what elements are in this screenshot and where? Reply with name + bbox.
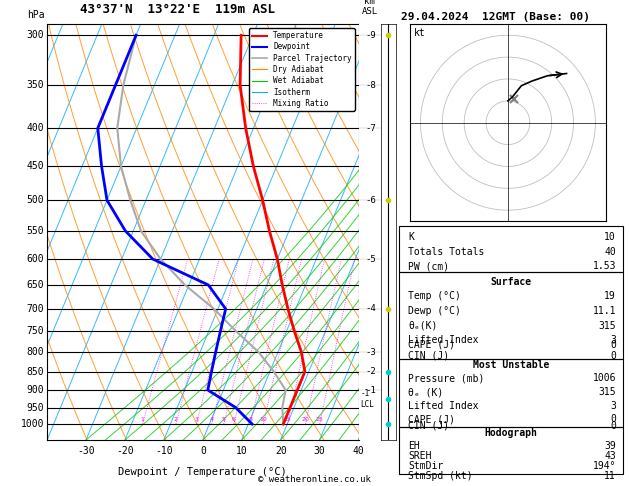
Text: 1: 1 xyxy=(141,417,145,422)
Text: θₑ(K): θₑ(K) xyxy=(408,321,438,330)
Text: Mixing Ratio (g/kg): Mixing Ratio (g/kg) xyxy=(387,185,396,279)
Text: -20: -20 xyxy=(116,446,134,456)
Text: -5: -5 xyxy=(365,255,376,263)
Text: 950: 950 xyxy=(26,402,44,413)
Text: -8: -8 xyxy=(365,81,376,89)
Text: Dewp (°C): Dewp (°C) xyxy=(408,306,461,316)
Text: EH: EH xyxy=(408,441,420,451)
Text: Pressure (mb): Pressure (mb) xyxy=(408,373,485,383)
Text: 900: 900 xyxy=(26,385,44,395)
Text: PW (cm): PW (cm) xyxy=(408,261,450,271)
Text: CAPE (J): CAPE (J) xyxy=(408,340,455,350)
Text: 800: 800 xyxy=(26,347,44,357)
Text: 5: 5 xyxy=(222,417,226,422)
Text: 650: 650 xyxy=(26,280,44,290)
Text: -7: -7 xyxy=(365,123,376,133)
Text: 30: 30 xyxy=(314,446,325,456)
Text: 700: 700 xyxy=(26,304,44,314)
Text: 29.04.2024  12GMT (Base: 00): 29.04.2024 12GMT (Base: 00) xyxy=(401,12,590,22)
Text: StmSpd (kt): StmSpd (kt) xyxy=(408,471,473,481)
Text: -4: -4 xyxy=(365,304,376,313)
Text: 400: 400 xyxy=(26,123,44,133)
Text: 750: 750 xyxy=(26,326,44,336)
Text: CIN (J): CIN (J) xyxy=(408,351,450,361)
Text: Totals Totals: Totals Totals xyxy=(408,247,485,257)
Text: -3: -3 xyxy=(365,347,376,357)
Text: 3: 3 xyxy=(610,400,616,411)
Text: 11.1: 11.1 xyxy=(593,306,616,316)
Text: 850: 850 xyxy=(26,366,44,377)
Text: 25: 25 xyxy=(316,417,324,422)
Text: 8: 8 xyxy=(248,417,252,422)
Text: 350: 350 xyxy=(26,80,44,90)
Text: 0: 0 xyxy=(610,351,616,361)
Text: 3: 3 xyxy=(610,335,616,345)
Text: 2: 2 xyxy=(174,417,178,422)
Text: CAPE (J): CAPE (J) xyxy=(408,415,455,424)
Text: 10: 10 xyxy=(604,232,616,242)
Text: Dewpoint / Temperature (°C): Dewpoint / Temperature (°C) xyxy=(118,467,287,477)
Text: 0: 0 xyxy=(610,420,616,431)
Text: -10: -10 xyxy=(155,446,173,456)
Text: 0: 0 xyxy=(610,340,616,350)
Text: 39: 39 xyxy=(604,441,616,451)
Text: 4: 4 xyxy=(209,417,214,422)
Text: 19: 19 xyxy=(604,292,616,301)
Text: -30: -30 xyxy=(77,446,95,456)
Text: 315: 315 xyxy=(598,387,616,397)
Text: 20: 20 xyxy=(302,417,309,422)
Legend: Temperature, Dewpoint, Parcel Trajectory, Dry Adiabat, Wet Adiabat, Isotherm, Mi: Temperature, Dewpoint, Parcel Trajectory… xyxy=(248,28,355,111)
Text: Most Unstable: Most Unstable xyxy=(473,360,549,370)
Text: 600: 600 xyxy=(26,254,44,264)
Text: -1
LCL: -1 LCL xyxy=(361,389,375,409)
Text: -9: -9 xyxy=(365,31,376,40)
Text: km
ASL: km ASL xyxy=(362,0,377,16)
Text: 1000: 1000 xyxy=(21,419,44,429)
Bar xyxy=(399,272,623,359)
Text: 20: 20 xyxy=(275,446,287,456)
Text: 43°37'N  13°22'E  119m ASL: 43°37'N 13°22'E 119m ASL xyxy=(81,3,276,16)
Text: SREH: SREH xyxy=(408,451,432,462)
Text: 0: 0 xyxy=(200,446,206,456)
Text: 15: 15 xyxy=(284,417,291,422)
Text: 1006: 1006 xyxy=(593,373,616,383)
Text: StmDir: StmDir xyxy=(408,461,443,470)
Text: 43: 43 xyxy=(604,451,616,462)
Text: Surface: Surface xyxy=(491,277,532,287)
Text: Temp (°C): Temp (°C) xyxy=(408,292,461,301)
Text: CIN (J): CIN (J) xyxy=(408,420,450,431)
Text: 3: 3 xyxy=(194,417,199,422)
Text: 300: 300 xyxy=(26,30,44,40)
Text: hPa: hPa xyxy=(27,10,45,20)
Text: 40: 40 xyxy=(604,247,616,257)
Text: Hodograph: Hodograph xyxy=(484,429,538,438)
Text: 11: 11 xyxy=(604,471,616,481)
Text: Lifted Index: Lifted Index xyxy=(408,335,479,345)
Text: 10: 10 xyxy=(259,417,267,422)
Text: 1.53: 1.53 xyxy=(593,261,616,271)
Bar xyxy=(399,427,623,474)
Text: θₑ (K): θₑ (K) xyxy=(408,387,443,397)
Text: 450: 450 xyxy=(26,161,44,171)
Text: -2: -2 xyxy=(365,367,376,376)
Text: 194°: 194° xyxy=(593,461,616,470)
Bar xyxy=(399,359,623,427)
Text: 40: 40 xyxy=(353,446,364,456)
Text: 550: 550 xyxy=(26,226,44,236)
Text: -6: -6 xyxy=(365,196,376,205)
Text: 500: 500 xyxy=(26,195,44,205)
Text: Lifted Index: Lifted Index xyxy=(408,400,479,411)
Text: 6: 6 xyxy=(232,417,236,422)
Text: © weatheronline.co.uk: © weatheronline.co.uk xyxy=(258,474,371,484)
Text: 315: 315 xyxy=(598,321,616,330)
Text: -1: -1 xyxy=(365,385,376,395)
Text: kt: kt xyxy=(413,28,425,38)
Text: 0: 0 xyxy=(610,415,616,424)
Bar xyxy=(399,226,623,272)
Text: 10: 10 xyxy=(236,446,248,456)
Text: K: K xyxy=(408,232,415,242)
